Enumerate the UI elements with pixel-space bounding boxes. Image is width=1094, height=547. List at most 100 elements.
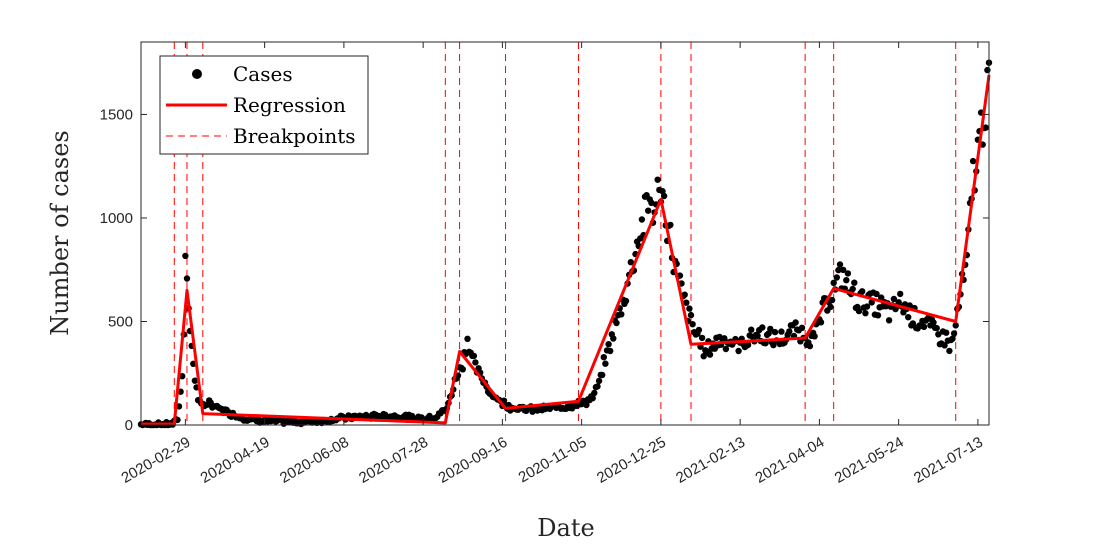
case-point — [182, 252, 189, 260]
case-point — [844, 270, 852, 277]
case-point — [589, 395, 596, 402]
case-point — [183, 275, 191, 282]
case-point — [868, 299, 875, 306]
case-point — [191, 377, 199, 384]
case-point — [607, 347, 614, 355]
case-point — [610, 335, 617, 342]
x-tick-label: 2020-04-19 — [198, 434, 273, 487]
case-point — [754, 332, 761, 339]
case-point — [863, 303, 871, 310]
case-point — [930, 319, 937, 326]
case-point — [830, 279, 837, 286]
case-point — [470, 352, 478, 360]
case-point — [722, 345, 730, 353]
case-point — [744, 341, 752, 349]
case-point — [778, 328, 785, 335]
case-point — [885, 317, 893, 324]
case-point — [698, 334, 706, 342]
case-point — [770, 341, 777, 349]
case-point — [464, 335, 471, 342]
x-tick-label: 2020-02-29 — [118, 434, 193, 487]
case-point — [933, 324, 940, 332]
case-point — [943, 329, 950, 336]
y-tick-label: 500 — [108, 313, 133, 330]
case-point — [638, 216, 646, 223]
case-point — [600, 354, 607, 361]
case-point — [660, 192, 668, 200]
case-point — [687, 311, 695, 319]
case-point — [627, 259, 634, 266]
case-point — [179, 373, 186, 380]
case-point — [459, 366, 466, 373]
legend-cases-marker — [192, 69, 202, 79]
x-tick-label: 2020-12-25 — [594, 434, 669, 487]
regression-line — [141, 74, 991, 426]
case-point — [862, 310, 869, 317]
y-tick-label: 1500 — [100, 106, 133, 123]
case-point — [472, 359, 479, 366]
case-point — [952, 322, 959, 329]
case-point — [836, 261, 844, 268]
case-point — [602, 360, 609, 367]
case-point — [645, 207, 652, 214]
case-point — [828, 296, 836, 304]
case-point — [855, 307, 863, 315]
case-point — [583, 401, 590, 409]
y-tick-label: 0 — [125, 417, 133, 434]
case-point — [835, 266, 842, 274]
legend-cases-label: Cases — [233, 62, 293, 86]
case-point — [591, 389, 598, 397]
x-axis-title: Date — [537, 514, 594, 542]
case-point — [840, 266, 847, 274]
legend-regression-label: Regression — [233, 93, 346, 117]
case-point — [798, 324, 806, 331]
case-point — [920, 323, 928, 330]
x-tick-label: 2021-04-04 — [752, 434, 827, 487]
case-point — [759, 324, 766, 331]
case-point — [950, 330, 958, 337]
case-point — [695, 326, 703, 334]
case-point — [748, 326, 755, 333]
case-point — [595, 377, 603, 385]
y-axis: 0 500 1000 1500 — [100, 106, 989, 434]
case-point — [622, 297, 630, 305]
case-point — [811, 333, 818, 340]
case-point — [605, 341, 612, 348]
case-point — [859, 288, 866, 295]
y-axis-title: Number of cases — [46, 130, 74, 335]
case-point — [618, 311, 625, 318]
case-point — [984, 66, 991, 74]
x-tick-label: 2021-05-24 — [832, 434, 907, 487]
case-point — [706, 351, 714, 358]
case-point — [969, 157, 977, 165]
legend: Cases Regression Breakpoints — [159, 55, 369, 155]
case-point — [683, 299, 690, 306]
x-tick-label: 2020-09-16 — [435, 434, 510, 487]
plot-frame — [140, 41, 990, 426]
case-point — [792, 319, 799, 326]
x-tick-label: 2021-07-13 — [911, 434, 986, 487]
case-point — [689, 321, 696, 328]
case-point — [890, 295, 898, 303]
y-tick-label: 1000 — [100, 210, 133, 227]
case-point — [874, 312, 882, 319]
x-tick-label: 2021-02-13 — [673, 434, 748, 487]
case-point — [686, 305, 693, 312]
legend-breakpoints-label: Breakpoints — [233, 124, 356, 148]
x-tick-label: 2020-06-08 — [277, 434, 352, 487]
case-point — [767, 325, 774, 333]
case-point — [659, 188, 666, 195]
case-point — [735, 347, 742, 355]
case-point — [897, 290, 904, 298]
case-point — [949, 335, 956, 342]
case-point — [771, 328, 779, 336]
case-point — [806, 342, 814, 350]
case-point — [909, 320, 917, 327]
case-point — [827, 303, 834, 311]
case-point — [613, 319, 620, 327]
x-tick-label: 2020-11-05 — [516, 434, 590, 487]
case-point — [654, 176, 661, 183]
case-point — [946, 347, 953, 355]
case-point — [935, 331, 942, 338]
